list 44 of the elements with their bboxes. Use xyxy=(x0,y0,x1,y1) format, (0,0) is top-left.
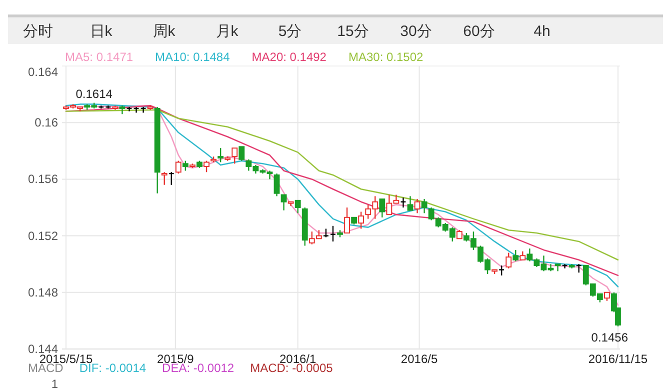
x-tick-label: 2016/5 xyxy=(400,352,438,366)
y-tick-label: 0.148 xyxy=(28,285,58,300)
text: MA30: 0.1502 xyxy=(348,50,424,64)
candlestick xyxy=(400,196,406,208)
text: 60分 xyxy=(463,23,495,40)
candlestick xyxy=(280,194,287,211)
text: 日k xyxy=(90,23,113,40)
text: 周k xyxy=(152,23,176,40)
text: 4h xyxy=(534,23,550,40)
text: 分时 xyxy=(23,23,53,40)
candlestick xyxy=(204,160,210,173)
y-tick-label: 0.144 xyxy=(28,342,58,356)
candlestick xyxy=(407,196,414,211)
text: 30分 xyxy=(400,23,432,40)
candlestick xyxy=(421,198,428,214)
candlestick xyxy=(161,172,168,186)
candlestick xyxy=(182,160,188,172)
text: 15分 xyxy=(337,23,369,40)
candlestick xyxy=(175,160,182,174)
annotation: 0.1456 xyxy=(591,330,628,344)
y-tick-label: 0.16 xyxy=(34,116,58,130)
text: MA10: 0.1484 xyxy=(155,50,230,64)
y-tick-label: 0.152 xyxy=(28,228,58,243)
candlestick xyxy=(232,147,238,164)
candlestick xyxy=(274,172,280,197)
candlestick xyxy=(498,264,505,276)
candlestick xyxy=(294,200,301,214)
x-tick-label: 2016/11/15 xyxy=(588,352,648,366)
candlestick xyxy=(358,211,364,230)
candlestick xyxy=(344,206,350,234)
text: 1 xyxy=(51,377,58,389)
text: MA20: 0.1492 xyxy=(252,50,327,64)
annotation: 0.1614 xyxy=(76,86,113,101)
candlestick xyxy=(218,147,224,163)
text: 5分 xyxy=(278,23,302,40)
candlestick xyxy=(512,249,519,262)
candlestick xyxy=(238,146,245,162)
text: MA5: 0.1471 xyxy=(65,50,134,64)
y-tick-label: 0.164 xyxy=(28,65,58,79)
candlestick xyxy=(506,252,512,269)
text: 月k xyxy=(216,23,239,40)
candlestick xyxy=(379,198,386,218)
candlestick xyxy=(414,198,420,214)
y-tick-label: 0.156 xyxy=(28,172,58,186)
